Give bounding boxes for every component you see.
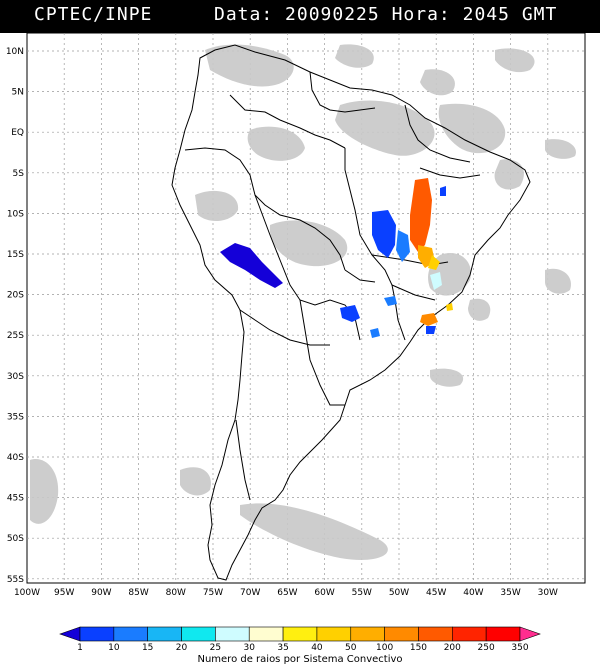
lat-label: 5S [13, 169, 25, 179]
legend-value: 350 [511, 643, 528, 653]
legend-value: 35 [277, 643, 288, 653]
lat-label: EQ [11, 128, 24, 138]
lon-label: 45W [426, 588, 446, 598]
legend-swatch [418, 626, 453, 642]
legend-swatch [181, 626, 216, 642]
legend-swatch [113, 626, 148, 642]
lon-label: 40W [463, 588, 483, 598]
map-header: CPTEC/INPE Data: 20090225 Hora: 2045 GMT [0, 0, 600, 33]
legend-swatch [519, 626, 541, 642]
legend-swatch [452, 626, 487, 642]
legend-value: 1 [77, 643, 83, 653]
lon-label: 85W [128, 588, 148, 598]
legend-value: 200 [444, 643, 461, 653]
lon-label: 50W [389, 588, 409, 598]
hour-label: Hora: [391, 4, 451, 25]
legend-swatch [485, 626, 521, 642]
date-label: Data: [214, 4, 274, 25]
lon-label: 80W [166, 588, 186, 598]
legend-labels: 1 10 15 20 25 30 35 40 50 100 150 200 250 350 [77, 643, 529, 653]
lon-label: 30W [538, 588, 558, 598]
lon-label: 60W [314, 588, 334, 598]
date-value: 20090225 [285, 4, 380, 25]
legend-value: 15 [142, 643, 153, 653]
lat-label: 40S [7, 453, 24, 463]
lat-label: 10N [6, 47, 24, 57]
legend-swatch [79, 626, 115, 642]
legend-swatch [59, 626, 81, 642]
lightning-clusters [220, 178, 453, 338]
lat-label: 30S [7, 372, 24, 382]
legend-value: 150 [410, 643, 427, 653]
timezone-label: GMT [521, 4, 558, 25]
lightning-map: 10N5NEQ5S10S15S20S25S30S35S40S45S50S55S … [6, 33, 586, 653]
lat-label: 50S [7, 534, 24, 544]
legend-value: 25 [210, 643, 221, 653]
source-label: CPTEC/INPE [34, 4, 153, 25]
coastline [171, 44, 531, 581]
lon-label: 65W [277, 588, 297, 598]
legend-swatch [248, 626, 284, 642]
lat-label: 20S [7, 291, 24, 301]
legend-value: 30 [244, 643, 256, 653]
lon-label: 70W [240, 588, 260, 598]
legend-swatch [316, 626, 352, 642]
lat-label: 35S [7, 412, 24, 422]
legend-value: 10 [108, 643, 120, 653]
legend-swatch [350, 626, 385, 642]
lat-label: 25S [7, 331, 24, 341]
lat-label: 55S [7, 575, 24, 585]
lon-label: 35W [500, 588, 520, 598]
lon-label: 55W [352, 588, 372, 598]
legend-caption: Numero de raios por Sistema Convectivo [197, 654, 403, 665]
legend-value: 50 [345, 643, 357, 653]
latitude-labels: 10N 5N EQ 5S 10S 15S 20S 25S 30S 35S 40S 45S 50S 55S [6, 47, 24, 585]
lon-label: 75W [203, 588, 223, 598]
color-legend [59, 626, 541, 642]
legend-value: 40 [311, 643, 323, 653]
lat-label: 45S [7, 494, 24, 504]
lat-label: 15S [7, 250, 24, 260]
lat-label: 5N [12, 88, 24, 98]
legend-swatch [282, 626, 318, 642]
legend-swatch [147, 626, 182, 642]
lon-label: 100W [14, 588, 40, 598]
legend-swatch [384, 626, 419, 642]
hour-value: 2045 [462, 4, 510, 25]
lon-label: 95W [54, 588, 74, 598]
lon-label: 90W [91, 588, 111, 598]
legend-swatch [215, 626, 250, 642]
cloud-cover [30, 44, 576, 560]
legend-value: 100 [376, 643, 393, 653]
legend-value: 250 [478, 643, 495, 653]
longitude-labels: 100W 95W 90W 85W 80W 75W 70W 65W 60W 55W 50W 45W 40W… [14, 588, 558, 598]
legend-value: 20 [176, 643, 188, 653]
map-frame [26, 33, 586, 584]
lat-label: 10S [7, 209, 24, 219]
datetime-label: Data: 20090225 Hora: 2045 GMT [214, 4, 557, 25]
